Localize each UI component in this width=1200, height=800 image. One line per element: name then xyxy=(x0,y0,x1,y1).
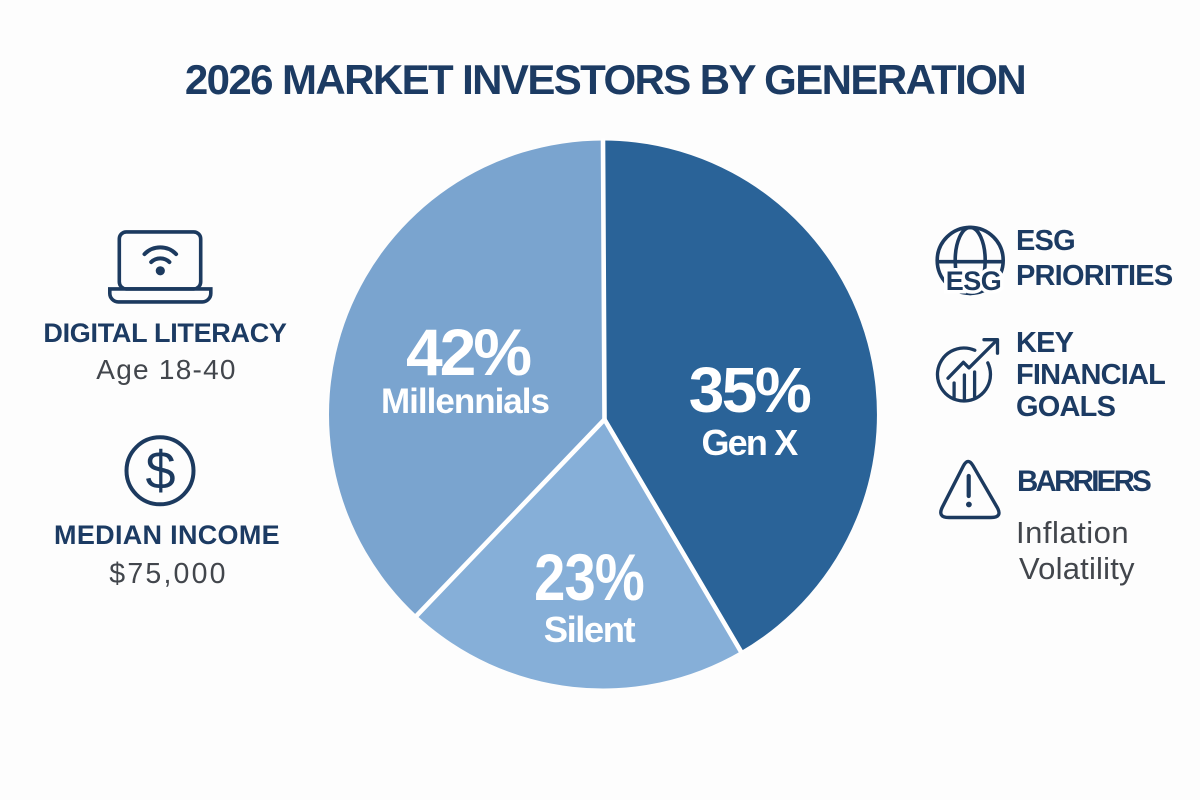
svg-text:ESG: ESG xyxy=(946,266,1002,296)
svg-text:$: $ xyxy=(145,441,175,501)
